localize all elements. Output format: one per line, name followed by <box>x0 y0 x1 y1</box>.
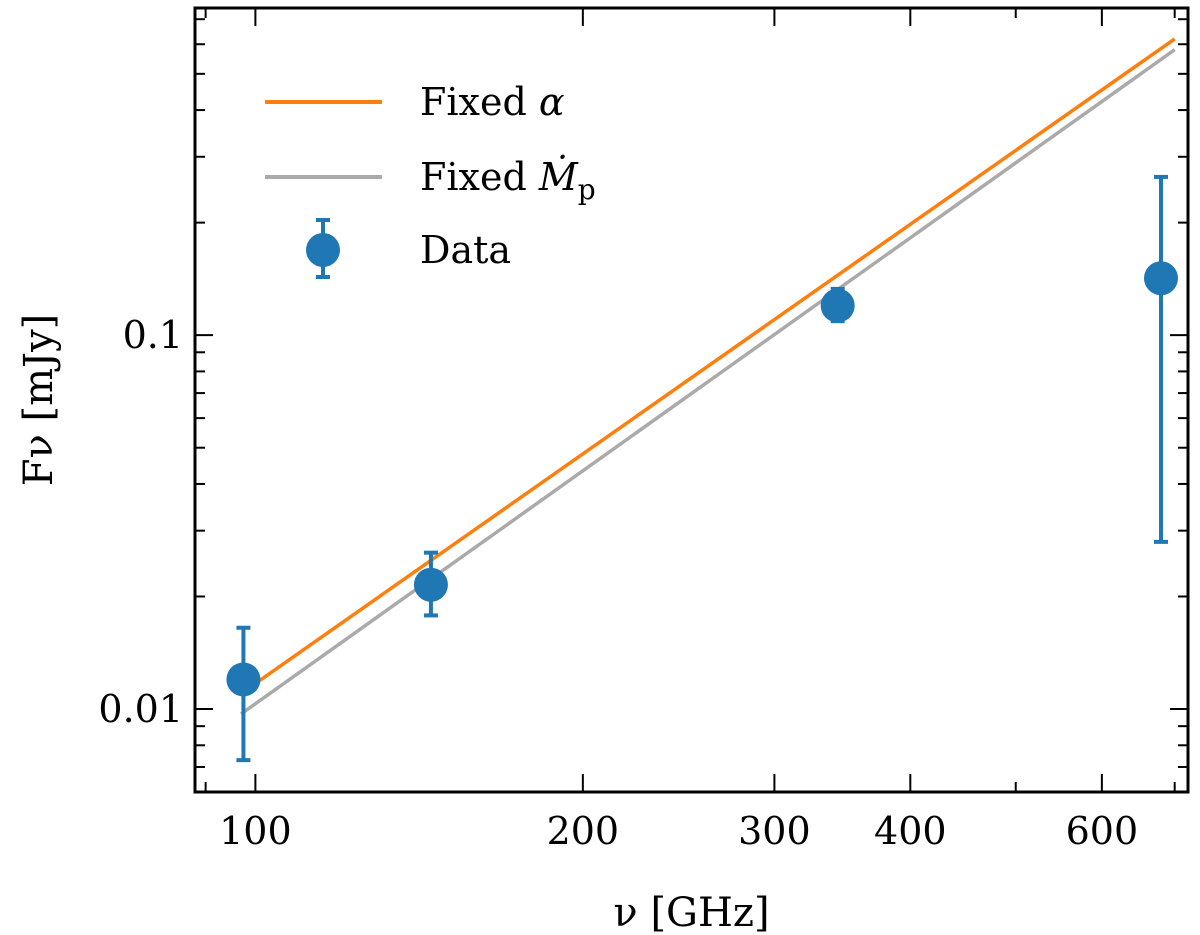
legend-label-main: Fixed <box>420 155 539 199</box>
legend-label-symbol: Ṁ <box>538 155 579 199</box>
y-axis-label: Fν [mJy] <box>16 314 62 487</box>
legend-label-main: Data <box>420 228 511 272</box>
legend-label: Fixed Ṁp <box>420 155 596 206</box>
x-tick-label: 600 <box>1066 809 1139 853</box>
ticks-layer: 100 200 300 400 600 0.01 0.1 <box>98 8 1188 853</box>
x-tick-label: 400 <box>874 809 947 853</box>
x-tick-label: 100 <box>219 809 292 853</box>
axis-labels: ν [GHz] Fν [mJy] <box>16 314 770 935</box>
data-point <box>226 662 261 697</box>
series-line-fixed-alpha <box>239 37 1176 696</box>
legend-dot <box>306 233 340 267</box>
legend-label-main: Fixed <box>420 80 539 124</box>
y-tick-label: 0.01 <box>98 687 183 731</box>
data-point <box>413 567 448 602</box>
x-tick-label: 300 <box>738 809 811 853</box>
plot-frame <box>193 6 1190 794</box>
legend-label: Fixed α <box>420 80 565 124</box>
legend-label-symbol: α <box>539 80 565 124</box>
data-point <box>1143 261 1178 296</box>
series-layer <box>226 37 1178 763</box>
x-tick-label: 200 <box>547 809 620 853</box>
y-tick-label: 0.1 <box>123 313 183 357</box>
x-axis-label: ν [GHz] <box>613 890 769 935</box>
legend-label-subscript: p <box>578 173 596 206</box>
series-line-fixed-mdot <box>239 48 1176 716</box>
data-point <box>820 288 855 323</box>
legend-label: Data <box>420 228 511 272</box>
